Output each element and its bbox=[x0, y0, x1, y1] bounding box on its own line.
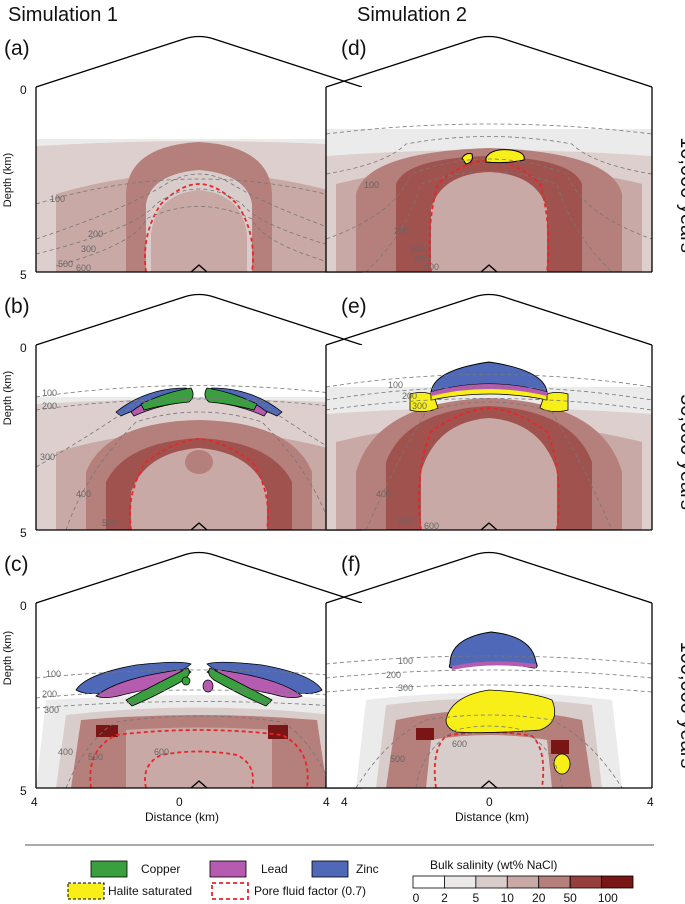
panel-a: 100 200 300 500 600 (a) bbox=[4, 35, 363, 273]
colorbar-bin bbox=[444, 875, 477, 889]
contour-label: 200 bbox=[394, 226, 409, 236]
contour-label: 300 bbox=[44, 705, 59, 715]
column-title-simulation-1: Simulation 1 bbox=[8, 4, 118, 26]
legend: Copper Lead Zinc Halite saturated Pore f… bbox=[67, 858, 634, 904]
legend-swatch-zinc bbox=[311, 860, 349, 878]
contour-label: 600 bbox=[76, 263, 91, 273]
colorbar-tick: 5 bbox=[473, 891, 480, 904]
contour-label: 200 bbox=[88, 229, 103, 239]
contour-label: 400 bbox=[76, 489, 91, 499]
contour-label: 600 bbox=[452, 739, 467, 749]
panel-label-e: (e) bbox=[341, 295, 367, 318]
salinity-colorbar-title: Bulk salinity (wt% NaCl) bbox=[430, 858, 557, 872]
y-axis-label: Depth (km) bbox=[2, 371, 14, 425]
contour-label: 600 bbox=[424, 521, 439, 531]
colorbar-bin bbox=[538, 875, 571, 889]
contour-label: 300 bbox=[410, 244, 425, 254]
contour-label: 300 bbox=[40, 452, 55, 462]
colorbar-tick: 10 bbox=[501, 891, 515, 904]
panel-e: 100 200 300 400 500 600 (e) bbox=[325, 293, 653, 531]
contour-label: 100 bbox=[50, 194, 65, 204]
colorbar-bin bbox=[412, 875, 445, 889]
contour-label: 100 bbox=[388, 380, 403, 390]
column-title-simulation-2: Simulation 2 bbox=[357, 4, 467, 26]
contour-label: 600 bbox=[154, 747, 169, 757]
y-axis-label: Depth (km) bbox=[2, 153, 14, 207]
panel-c: 100 200 300 400 500 600 (c) bbox=[4, 551, 363, 789]
y-tick-0: 0 bbox=[20, 341, 27, 355]
x-tick-right: 4 bbox=[323, 795, 330, 809]
contour-label: 200 bbox=[42, 689, 57, 699]
time-label-100000: 100,000 years bbox=[676, 642, 685, 769]
contour-label: 500 bbox=[58, 259, 73, 269]
contour-label: 100 bbox=[364, 180, 379, 190]
colorbar-bin bbox=[569, 875, 602, 889]
panel-d: 100 200 300 400 500 (d) bbox=[325, 35, 653, 273]
legend-label-halite: Halite saturated bbox=[108, 884, 192, 898]
panel-label-b: (b) bbox=[4, 295, 30, 318]
y-tick-5: 5 bbox=[20, 784, 27, 798]
contour-label: 500 bbox=[424, 262, 439, 272]
x-axis: 4 0 4 4 0 4 Distance (km) Distance (km) bbox=[31, 795, 654, 824]
contour-label: 400 bbox=[414, 254, 429, 264]
x-tick-right: 4 bbox=[647, 795, 654, 809]
contour-label: 300 bbox=[398, 683, 413, 693]
contour-label: 400 bbox=[376, 489, 391, 499]
panel-label-a: (a) bbox=[4, 37, 30, 60]
time-label-10000: 10,000 years bbox=[676, 137, 685, 253]
colorbar-bin bbox=[601, 875, 634, 889]
colorbar-tick: 2 bbox=[441, 891, 448, 904]
contour-label: 200 bbox=[386, 670, 401, 680]
contour-label: 100 bbox=[42, 388, 57, 398]
contour-label: 200 bbox=[402, 391, 417, 401]
x-tick-left: 4 bbox=[341, 795, 348, 809]
x-axis-label: Distance (km) bbox=[455, 810, 529, 824]
salinity-colorbar: 0 2 5 10 20 50 100 bbox=[412, 875, 634, 904]
contour-label: 200 bbox=[42, 401, 57, 411]
panel-label-d: (d) bbox=[341, 37, 367, 60]
panel-b: 100 200 300 400 500 (b) bbox=[4, 293, 363, 531]
y-tick-0: 0 bbox=[20, 83, 27, 97]
panel-label-f: (f) bbox=[341, 553, 361, 576]
y-axis-left: 0 5 Depth (km) 0 5 Depth (km) 0 5 Depth … bbox=[2, 83, 27, 798]
contour-label: 400 bbox=[58, 747, 73, 757]
legend-label-lead: Lead bbox=[261, 862, 288, 876]
contour-label: 500 bbox=[390, 754, 405, 764]
time-label-50000: 50,000 years bbox=[676, 394, 685, 510]
legend-swatch-halite bbox=[67, 882, 105, 900]
contour-label: 500 bbox=[88, 752, 103, 762]
legend-label-zinc: Zinc bbox=[356, 862, 379, 876]
legend-label-copper: Copper bbox=[141, 862, 180, 876]
contour-label: 300 bbox=[412, 401, 427, 411]
colorbar-tick: 100 bbox=[598, 891, 618, 904]
y-axis-label: Depth (km) bbox=[2, 631, 14, 685]
x-axis-label: Distance (km) bbox=[145, 810, 219, 824]
y-tick-5: 5 bbox=[20, 526, 27, 540]
colorbar-bin bbox=[506, 875, 540, 889]
x-tick-zero: 0 bbox=[486, 795, 493, 809]
contour-label: 100 bbox=[398, 656, 413, 666]
x-tick-left: 4 bbox=[31, 795, 38, 809]
legend-swatch-lead bbox=[209, 860, 247, 878]
legend-label-pore: Pore fluid factor (0.7) bbox=[254, 884, 366, 898]
contour-label: 500 bbox=[398, 516, 413, 526]
colorbar-bin bbox=[475, 875, 508, 889]
colorbar-tick: 20 bbox=[532, 891, 546, 904]
contour-label: 500 bbox=[102, 518, 117, 528]
colorbar-tick: 0 bbox=[413, 891, 420, 904]
y-tick-5: 5 bbox=[20, 268, 27, 282]
y-tick-0: 0 bbox=[20, 599, 27, 613]
contour-label: 300 bbox=[81, 244, 96, 254]
x-tick-zero: 0 bbox=[176, 795, 183, 809]
contour-label: 100 bbox=[46, 669, 61, 679]
colorbar-tick: 50 bbox=[563, 891, 577, 904]
panel-f: 100 200 300 500 600 (f) bbox=[325, 551, 653, 789]
panel-label-c: (c) bbox=[4, 553, 29, 576]
legend-swatch-copper bbox=[90, 860, 128, 878]
legend-swatch-pore bbox=[211, 882, 249, 900]
